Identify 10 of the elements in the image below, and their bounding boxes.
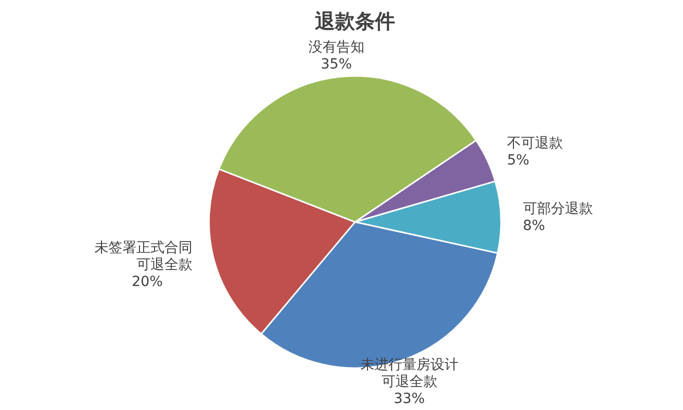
- data-label: 5%: [507, 152, 530, 168]
- slice-label: 未签署正式合同可退全款: [94, 240, 192, 273]
- slice-label: 可部分退款: [522, 200, 593, 217]
- slice-label: 没有告知: [308, 40, 364, 56]
- chart-title: 退款条件: [314, 9, 395, 33]
- data-label: 20%: [132, 274, 163, 290]
- data-label: 8%: [522, 218, 546, 234]
- slice-label: 不可退款: [507, 135, 564, 152]
- data-label: 33%: [394, 390, 425, 407]
- data-label: 35%: [320, 56, 352, 73]
